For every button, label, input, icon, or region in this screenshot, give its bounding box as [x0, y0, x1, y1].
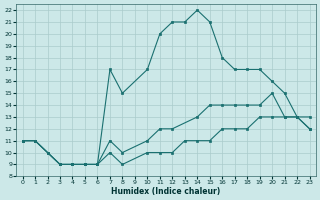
X-axis label: Humidex (Indice chaleur): Humidex (Indice chaleur)	[111, 187, 221, 196]
